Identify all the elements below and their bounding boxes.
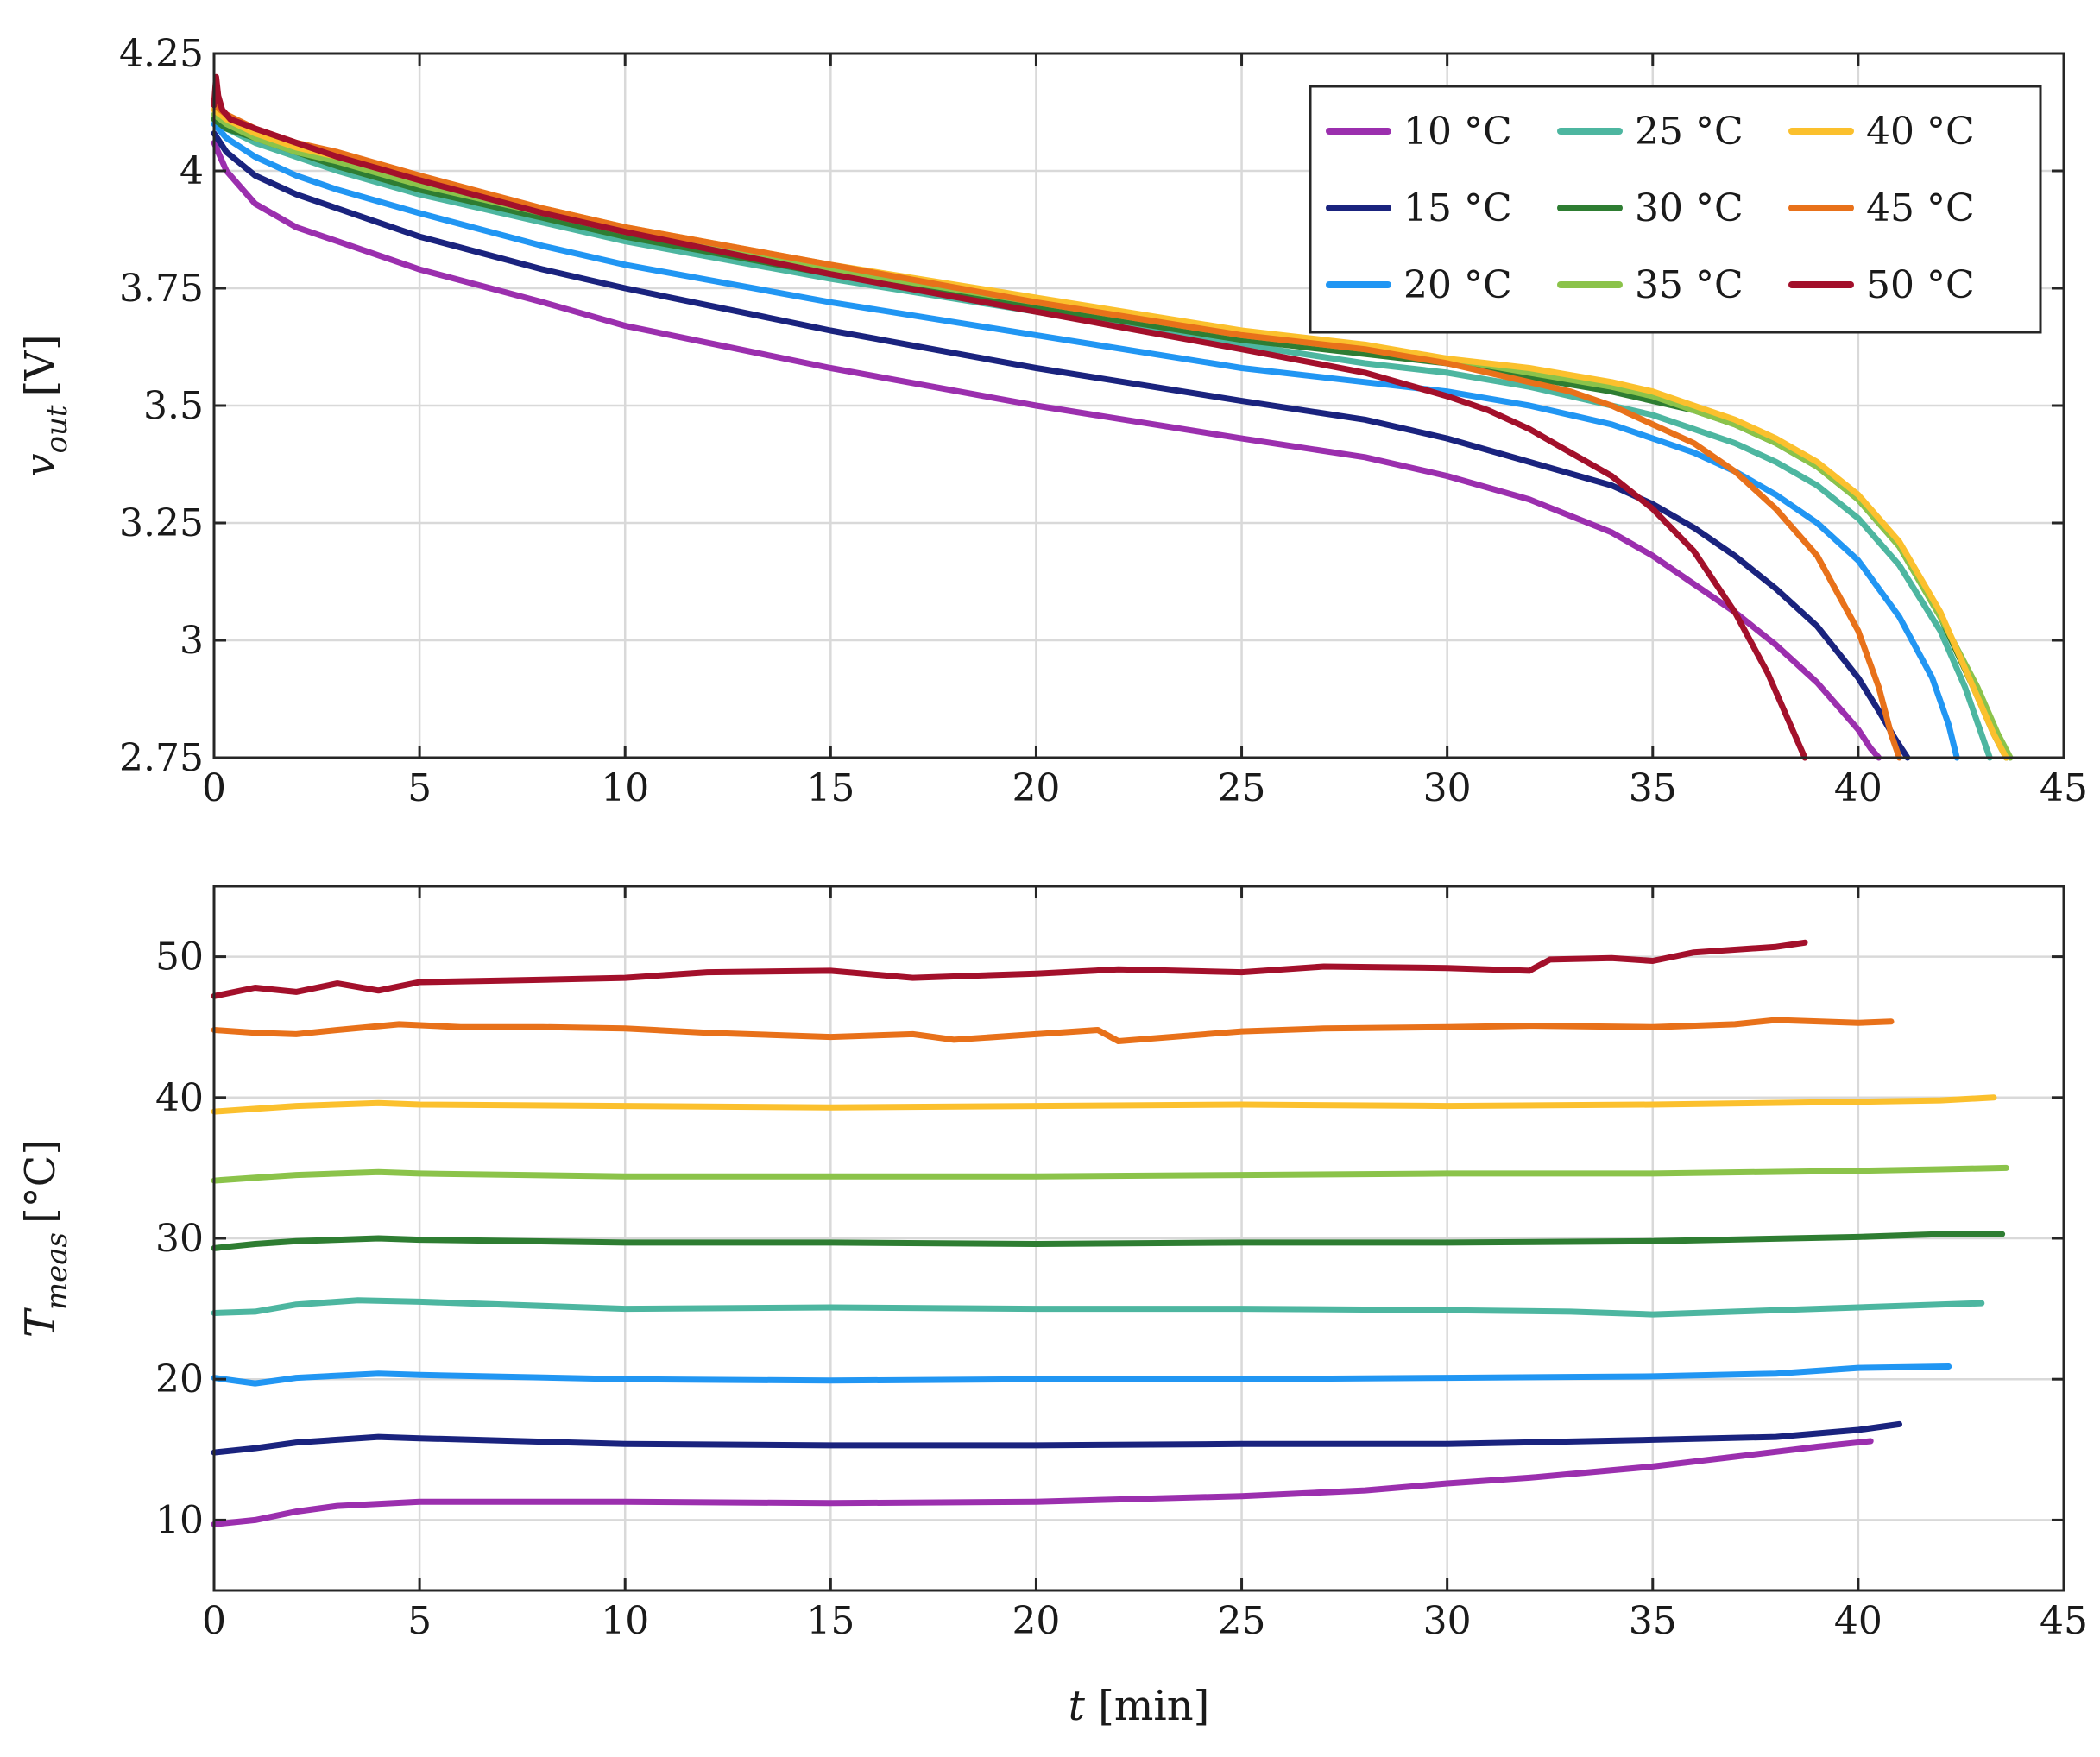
- temperature-panel: 0 5 10 15 20 25 30 35 40 45 10 20 30 40 50 Tmeas [°C] t […: [16, 885, 2088, 1730]
- voltage-y-axis-label: vout [V]: [16, 334, 74, 476]
- x-tick-label: 20: [1012, 766, 1060, 810]
- temperature-series-50c: [211, 939, 1808, 999]
- legend-label: 30 °C: [1635, 186, 1744, 230]
- x-tick-label: 0: [202, 1599, 226, 1643]
- x-tick-label: 35: [1629, 1599, 1677, 1643]
- legend-label: 50 °C: [1866, 263, 1975, 307]
- x-tick-label: 10: [601, 1599, 649, 1643]
- legend-label: 40 °C: [1866, 110, 1975, 154]
- x-tick-label: 20: [1012, 1599, 1060, 1643]
- voltage-series-10c: [211, 139, 1882, 761]
- x-label-symbol: t: [1069, 1682, 1086, 1730]
- y-tick-label: 4: [180, 149, 204, 193]
- y-tick-label: 3.75: [119, 267, 204, 311]
- temperature-series-15c: [211, 1420, 1902, 1456]
- y-tick-label: 40: [155, 1076, 204, 1120]
- temperature-series-10c: [211, 1438, 1874, 1527]
- legend-label: 25 °C: [1635, 110, 1744, 154]
- x-tick-label: 25: [1218, 1599, 1266, 1643]
- temperature-y-axis-label: Tmeas [°C]: [16, 1139, 74, 1338]
- y-tick-label: 4.25: [119, 32, 204, 76]
- x-tick-label: 10: [601, 766, 649, 810]
- y-tick-label: 10: [155, 1498, 204, 1542]
- x-axis-label: t [min]: [1069, 1682, 1210, 1730]
- voltage-series-45c: [211, 102, 1902, 761]
- x-tick-label: 15: [806, 1599, 855, 1643]
- x-tick-label: 15: [806, 766, 855, 810]
- x-tick-label: 30: [1423, 766, 1472, 810]
- y-tick-label: 3: [180, 619, 204, 663]
- x-tick-label: 5: [407, 1599, 432, 1643]
- temperature-series-45c: [211, 1017, 1895, 1044]
- y-tick-label: 3.5: [143, 384, 204, 428]
- y-label-unit: [V]: [16, 334, 65, 396]
- y-tick-label: 2.75: [119, 736, 204, 780]
- y-tick-label: 3.25: [119, 501, 204, 545]
- x-tick-label: 0: [202, 766, 226, 810]
- x-tick-label: 40: [1834, 766, 1882, 810]
- x-tick-label: 30: [1423, 1599, 1472, 1643]
- voltage-series-15c: [211, 130, 1911, 761]
- x-tick-label: 5: [407, 766, 432, 810]
- legend-label: 20 °C: [1403, 263, 1512, 307]
- temperature-series-35c: [211, 1164, 2009, 1184]
- temperature-series-40c: [211, 1094, 1997, 1115]
- x-label-unit: [min]: [1085, 1682, 1210, 1730]
- legend-box: [1309, 85, 2042, 334]
- y-label-subscript: out: [40, 405, 74, 453]
- y-tick-label: 50: [155, 935, 204, 979]
- x-tick-label: 35: [1629, 766, 1677, 810]
- x-tick-label: 45: [2040, 766, 2088, 810]
- x-tick-label: 40: [1834, 1599, 1882, 1643]
- voltage-series-20c: [211, 121, 1960, 761]
- temperature-series-30c: [211, 1231, 2006, 1251]
- legend-label: 35 °C: [1635, 263, 1744, 307]
- voltage-panel: 0 5 10 15 20 25 30 35 40 45 2.75 3 3.25 3.5 3.75 4 4.25 v…: [16, 32, 2088, 810]
- temperature-series-25c: [211, 1297, 1985, 1318]
- legend-label: 10 °C: [1403, 110, 1512, 154]
- y-label-subscript: meas: [40, 1232, 74, 1310]
- y-label-symbol: v: [16, 454, 65, 477]
- y-tick-label: 30: [155, 1217, 204, 1261]
- y-label-unit: [°C]: [16, 1139, 65, 1224]
- y-tick-label: 20: [155, 1357, 204, 1401]
- legend-label: 45 °C: [1866, 186, 1975, 230]
- legend: 10 °C 15 °C 20 °C 25 °C 30 °C 35 °C 40 °C 45 °C…: [1309, 85, 2042, 334]
- temperature-series-20c: [211, 1363, 1952, 1387]
- legend-label: 15 °C: [1403, 186, 1512, 230]
- y-label-symbol: T: [16, 1307, 65, 1338]
- voltage-series-25c: [211, 116, 1993, 761]
- x-tick-label: 45: [2040, 1599, 2088, 1643]
- voltage-series-50c: [211, 73, 1808, 761]
- x-tick-label: 25: [1218, 766, 1266, 810]
